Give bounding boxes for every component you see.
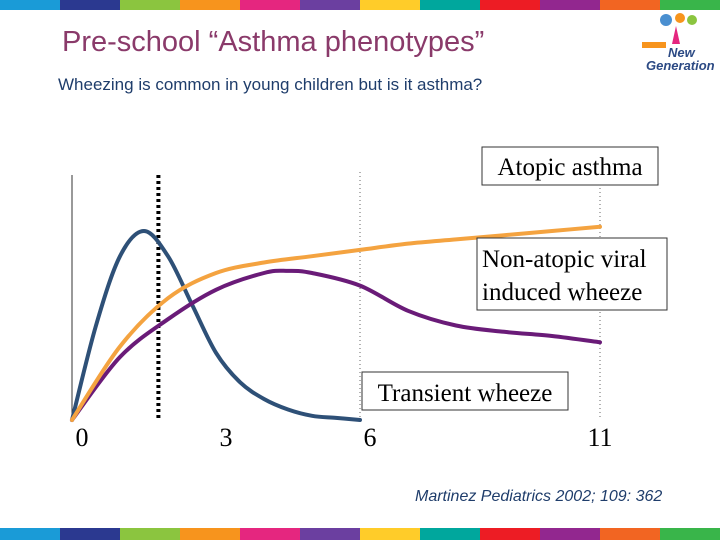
logo-figure-body bbox=[672, 26, 680, 44]
stripe-segment bbox=[600, 0, 660, 10]
new-generation-logo bbox=[642, 13, 697, 48]
stripe-segment bbox=[660, 0, 720, 10]
label-atopic-asthma: Atopic asthma bbox=[481, 146, 659, 186]
top-color-stripe bbox=[0, 0, 720, 10]
stripe-segment bbox=[120, 528, 180, 540]
label-non-atopic-line1: Non-atopic viral bbox=[482, 246, 647, 273]
stripe-segment bbox=[360, 528, 420, 540]
label-transient-wheeze-text: Transient wheeze bbox=[378, 380, 553, 407]
stripe-segment bbox=[660, 528, 720, 540]
slide-title: Pre-school “Asthma phenotypes” bbox=[62, 26, 485, 58]
label-non-atopic-line2: induced wheeze bbox=[482, 279, 642, 306]
stripe-segment bbox=[480, 0, 540, 10]
stripe-segment bbox=[600, 528, 660, 540]
stripe-segment bbox=[420, 528, 480, 540]
x-tick-label: 0 bbox=[76, 423, 89, 452]
stripe-segment bbox=[540, 0, 600, 10]
logo-text-line1: New bbox=[668, 45, 695, 60]
stripe-segment bbox=[240, 528, 300, 540]
stripe-segment bbox=[300, 528, 360, 540]
label-transient-wheeze: Transient wheeze bbox=[361, 371, 569, 411]
series-line-transient-wheeze bbox=[70, 228, 362, 422]
stripe-segment bbox=[180, 0, 240, 10]
stripe-segment bbox=[360, 0, 420, 10]
series-line-atopic-asthma bbox=[70, 224, 602, 422]
citation: Martinez Pediatrics 2002; 109: 362 bbox=[415, 488, 663, 505]
stripe-segment bbox=[540, 528, 600, 540]
logo-figure-head-green bbox=[687, 15, 697, 25]
logo-text: New Generation bbox=[646, 46, 715, 72]
stripe-segment bbox=[300, 0, 360, 10]
logo-figure-head-blue bbox=[660, 14, 672, 26]
stripe-segment bbox=[0, 528, 60, 540]
x-tick-label: 3 bbox=[220, 423, 233, 452]
series-line-non-atopic-viral-induced-wheeze bbox=[70, 268, 602, 422]
logo-figure-head-orange bbox=[675, 13, 685, 23]
x-tick-label: 11 bbox=[587, 423, 612, 452]
label-non-atopic: Non-atopic viral induced wheeze bbox=[476, 237, 668, 311]
stripe-segment bbox=[180, 528, 240, 540]
stripe-segment bbox=[240, 0, 300, 10]
stripe-segment bbox=[60, 528, 120, 540]
stripe-segment bbox=[0, 0, 60, 10]
x-tick-label: 6 bbox=[364, 423, 377, 452]
stripe-segment bbox=[420, 0, 480, 10]
bottom-color-stripe bbox=[0, 528, 720, 540]
logo-text-line2: Generation bbox=[646, 58, 715, 73]
label-atopic-asthma-text: Atopic asthma bbox=[497, 154, 642, 181]
logo-badge bbox=[642, 42, 666, 48]
slide-subtitle: Wheezing is common in young children but… bbox=[58, 75, 483, 94]
stripe-segment bbox=[60, 0, 120, 10]
stripe-segment bbox=[120, 0, 180, 10]
stripe-segment bbox=[480, 528, 540, 540]
